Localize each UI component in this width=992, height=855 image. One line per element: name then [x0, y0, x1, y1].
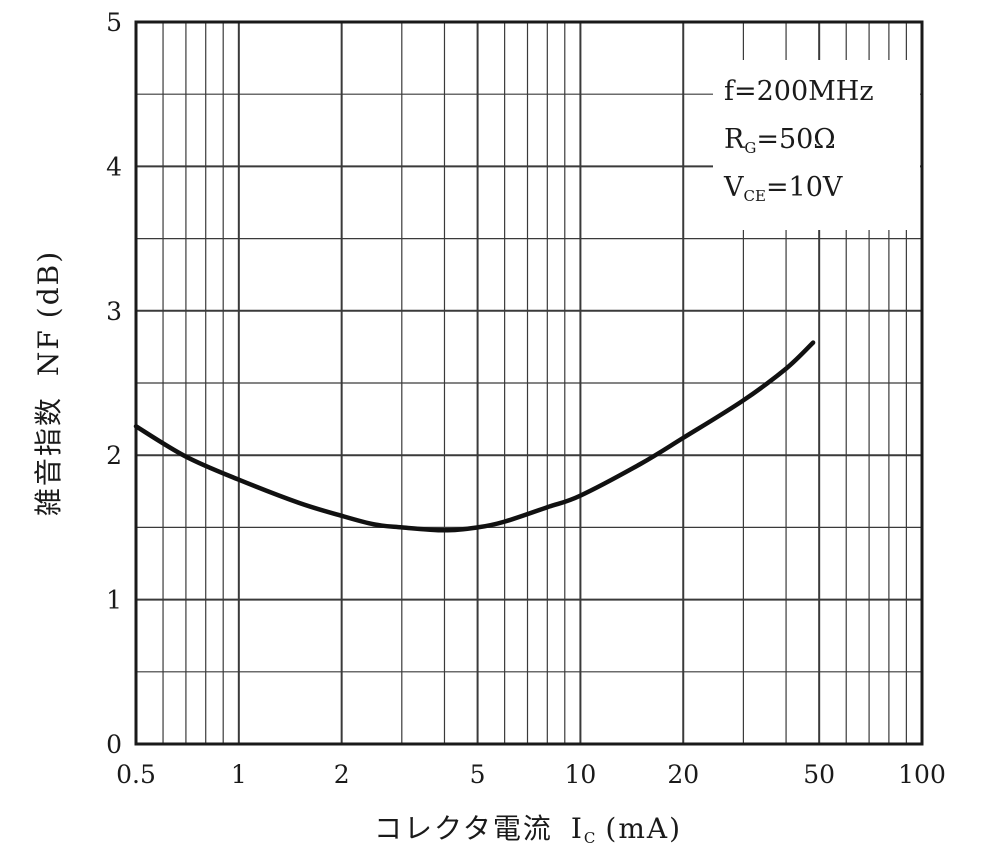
y-tick-label: 5	[106, 8, 122, 37]
vce-label: VCE=10V	[723, 172, 843, 205]
y-tick-label: 4	[106, 152, 122, 181]
series-layer	[133, 340, 816, 533]
grid	[136, 22, 922, 744]
x-tick-label: 20	[667, 760, 699, 789]
y-tick-labels: 0 1 2 3 4 5	[106, 8, 122, 759]
x-tick-label: 0.5	[116, 760, 156, 789]
plot-frame	[134, 20, 924, 746]
y-axis-title: 雑音指数NF(dB)	[32, 250, 65, 516]
x-tick-label: 5	[470, 760, 486, 789]
nf-curve	[133, 340, 816, 533]
x-tick-label: 2	[334, 760, 350, 789]
condition-box: f=200MHz RG=50Ω VCE=10V	[713, 60, 920, 230]
x-tick-labels: 0.5 1 2 5 10 20 50 100	[116, 760, 946, 789]
x-tick-label: 50	[803, 760, 835, 789]
y-tick-label: 3	[106, 297, 122, 326]
frequency-label: f=200MHz	[724, 76, 874, 107]
x-tick-label: 100	[898, 760, 946, 789]
y-tick-label: 2	[106, 441, 122, 470]
y-tick-label: 0	[106, 730, 122, 759]
x-tick-label: 1	[231, 760, 247, 789]
x-tick-label: 10	[565, 760, 597, 789]
rg-label: RG=50Ω	[724, 124, 836, 157]
x-axis-title: コレクタ電流 IC (mA)	[374, 812, 682, 847]
y-tick-label: 1	[106, 586, 122, 615]
